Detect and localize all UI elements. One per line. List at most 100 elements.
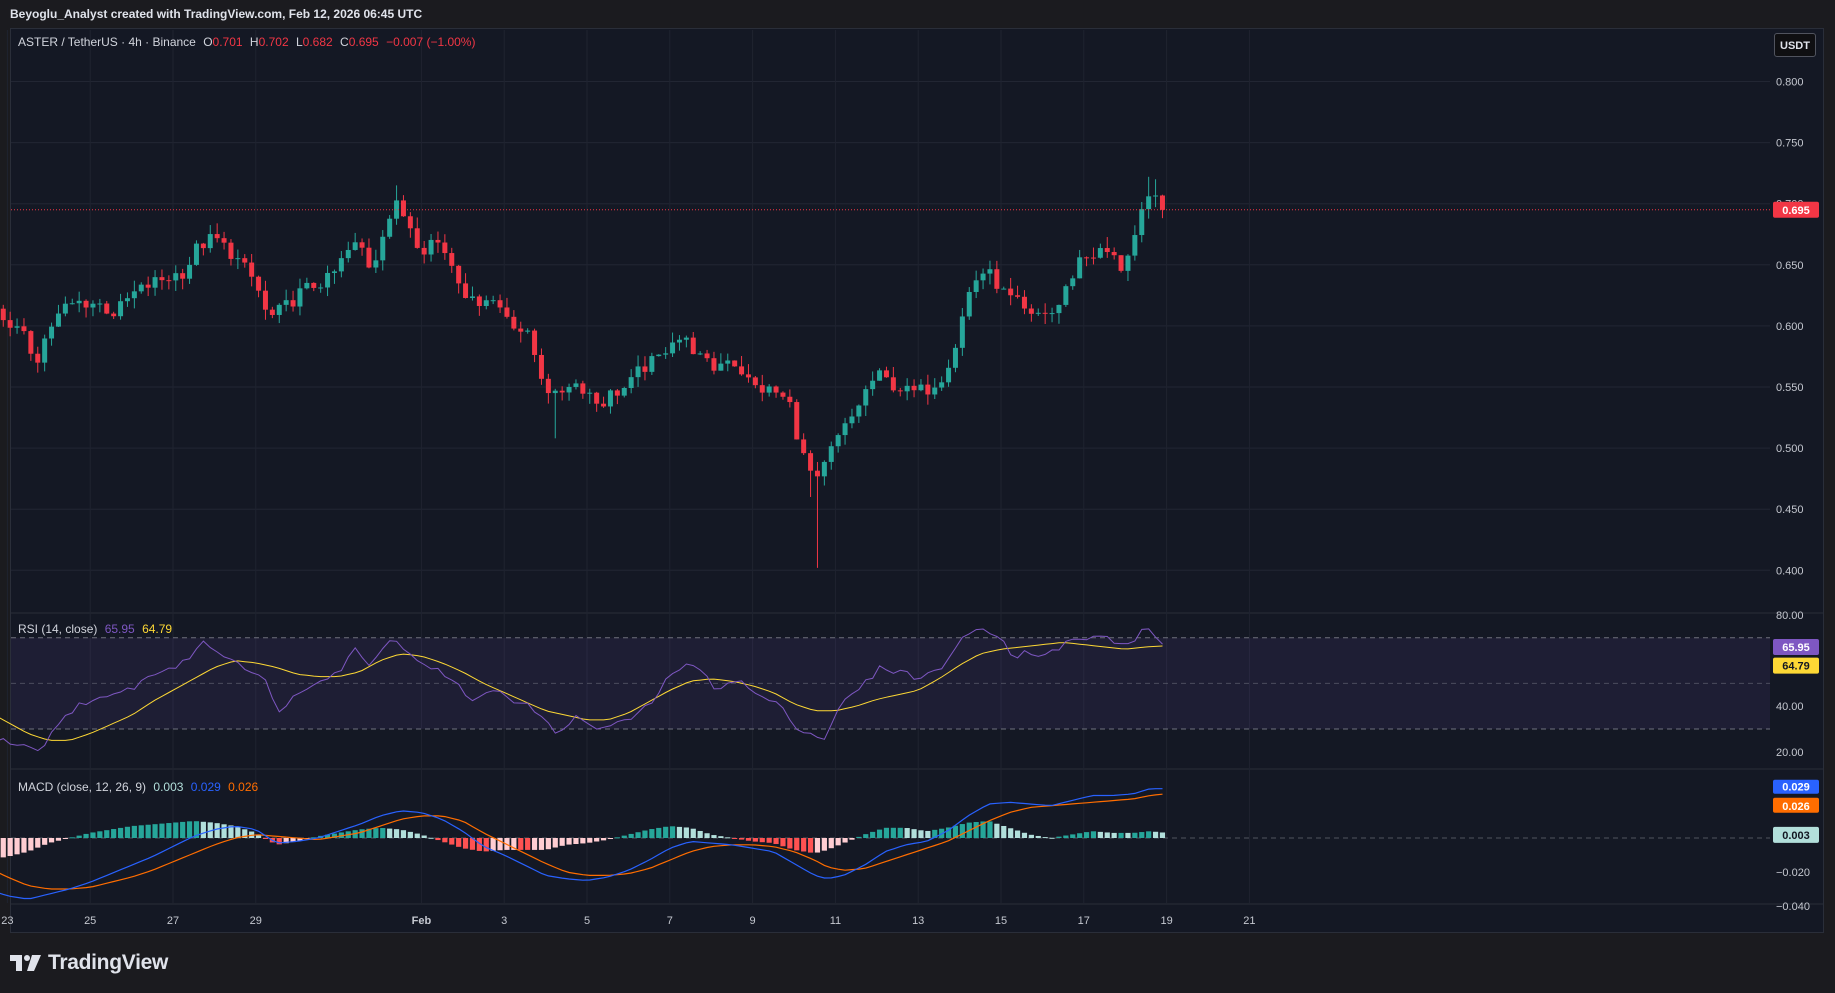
candle-up [1035, 312, 1041, 314]
symbol-label[interactable]: ASTER / TetherUS · 4h · Binance [18, 35, 196, 49]
candle-up [428, 239, 434, 255]
candle-down [911, 385, 917, 391]
macd-histogram-bar [311, 837, 317, 839]
low-label: L [295, 35, 303, 49]
price-tick-label: 0.400 [1776, 565, 1804, 577]
macd-histogram-bar [442, 838, 448, 843]
time-tick-label: 9 [750, 915, 756, 927]
candle-down [518, 328, 524, 332]
macd-histogram-bar [456, 838, 462, 847]
macd-histogram-bar [594, 838, 600, 842]
macd-histogram-bar [462, 838, 469, 849]
candle-up [552, 390, 558, 394]
candle-up [725, 360, 731, 364]
currency-button[interactable]: USDT [1774, 33, 1816, 57]
macd-histogram-bar [628, 833, 634, 838]
candle-down [400, 200, 406, 217]
candle-up [683, 337, 689, 340]
candle-down [890, 377, 896, 391]
candle-down [642, 366, 648, 372]
candle-down [504, 307, 510, 317]
time-tick-label: 11 [830, 915, 841, 927]
candle-up [352, 242, 358, 250]
chart-frame[interactable] [10, 28, 1824, 933]
candle-up [69, 303, 75, 305]
macd-histogram-bar [980, 821, 986, 838]
macd-histogram-bar [987, 821, 993, 838]
macd-legend[interactable]: MACD (close, 12, 26, 9) 0.003 0.029 0.02… [18, 780, 262, 794]
time-tick-label: 7 [667, 915, 673, 927]
macd-histogram-bar [725, 837, 731, 839]
macd-histogram-bar [973, 822, 979, 838]
macd-signal-value: 0.026 [228, 780, 259, 794]
macd-badge [1773, 779, 1819, 794]
macd-histogram-bar [1090, 831, 1097, 838]
macd-histogram-bar [255, 834, 262, 838]
candle-down [290, 300, 296, 307]
macd-histogram-bar [856, 836, 862, 838]
macd-histogram-bar [863, 834, 869, 838]
rsi-ma-value: 64.79 [142, 622, 173, 636]
candle-down [463, 283, 469, 298]
macd-histogram-bar [97, 831, 103, 838]
macd-signal-line [0, 793, 1163, 890]
macd-histogram-bar [876, 829, 883, 838]
macd-histogram-bar [1056, 836, 1062, 838]
last-price-badge [1773, 201, 1819, 218]
rsi-band-fill [11, 637, 1770, 729]
macd-histogram-bar [173, 822, 179, 838]
candle-up [525, 330, 531, 332]
candle-down [28, 331, 34, 354]
candle-up [331, 271, 337, 273]
candle-up [304, 282, 310, 289]
candle-down [745, 374, 751, 378]
candle-down [994, 269, 1000, 289]
macd-histogram-bar [235, 827, 241, 838]
macd-histogram-bar [1118, 832, 1124, 838]
candle-down [359, 242, 365, 248]
macd-histogram-bar [566, 838, 572, 845]
candle-up [932, 387, 938, 395]
candle-up [318, 287, 324, 289]
macd-histogram-bar [166, 823, 172, 838]
rsi-ma-line [0, 642, 1163, 741]
candle-up [394, 200, 400, 219]
candle-up [193, 243, 199, 265]
rsi-ma-badge-label: 64.79 [1782, 661, 1810, 673]
macd-histogram-bar [373, 828, 379, 838]
macd-histogram-bar [76, 835, 82, 838]
macd-histogram-bar [676, 826, 683, 838]
macd-histogram-bar [994, 823, 1000, 838]
candle-down [594, 392, 600, 404]
macd-histogram-bar [683, 827, 689, 838]
high-label: H [249, 35, 259, 49]
macd-histogram-bar [587, 838, 593, 843]
candle-up [835, 435, 841, 447]
price-tick-label: 0.550 [1776, 382, 1804, 394]
candle-down [1028, 308, 1034, 314]
macd-histogram-bar [511, 838, 517, 850]
rsi-legend[interactable]: RSI (14, close) 65.95 64.79 [18, 622, 176, 636]
macd-histogram-bar [545, 838, 551, 850]
candle-down [249, 262, 255, 277]
candle-up [325, 272, 331, 288]
macd-histogram-bar [890, 827, 896, 838]
candle-down [145, 284, 151, 288]
candle-up [207, 234, 213, 249]
candle-down [21, 326, 27, 332]
candle-down [1084, 257, 1090, 259]
macd-histogram-bar [828, 838, 834, 849]
candle-down [808, 453, 814, 471]
candle-down [773, 386, 779, 393]
macd-histogram-bar [525, 838, 531, 850]
candle-up [952, 347, 958, 368]
macd-histogram-bar [531, 838, 538, 850]
time-tick-label: 17 [1078, 915, 1090, 927]
macd-histogram-bar [331, 833, 338, 838]
macd-histogram-bar [614, 837, 620, 839]
macd-histogram-bar [124, 826, 131, 838]
candle-down [200, 243, 206, 249]
macd-histogram-bar [28, 838, 34, 851]
candle-down [752, 377, 758, 386]
